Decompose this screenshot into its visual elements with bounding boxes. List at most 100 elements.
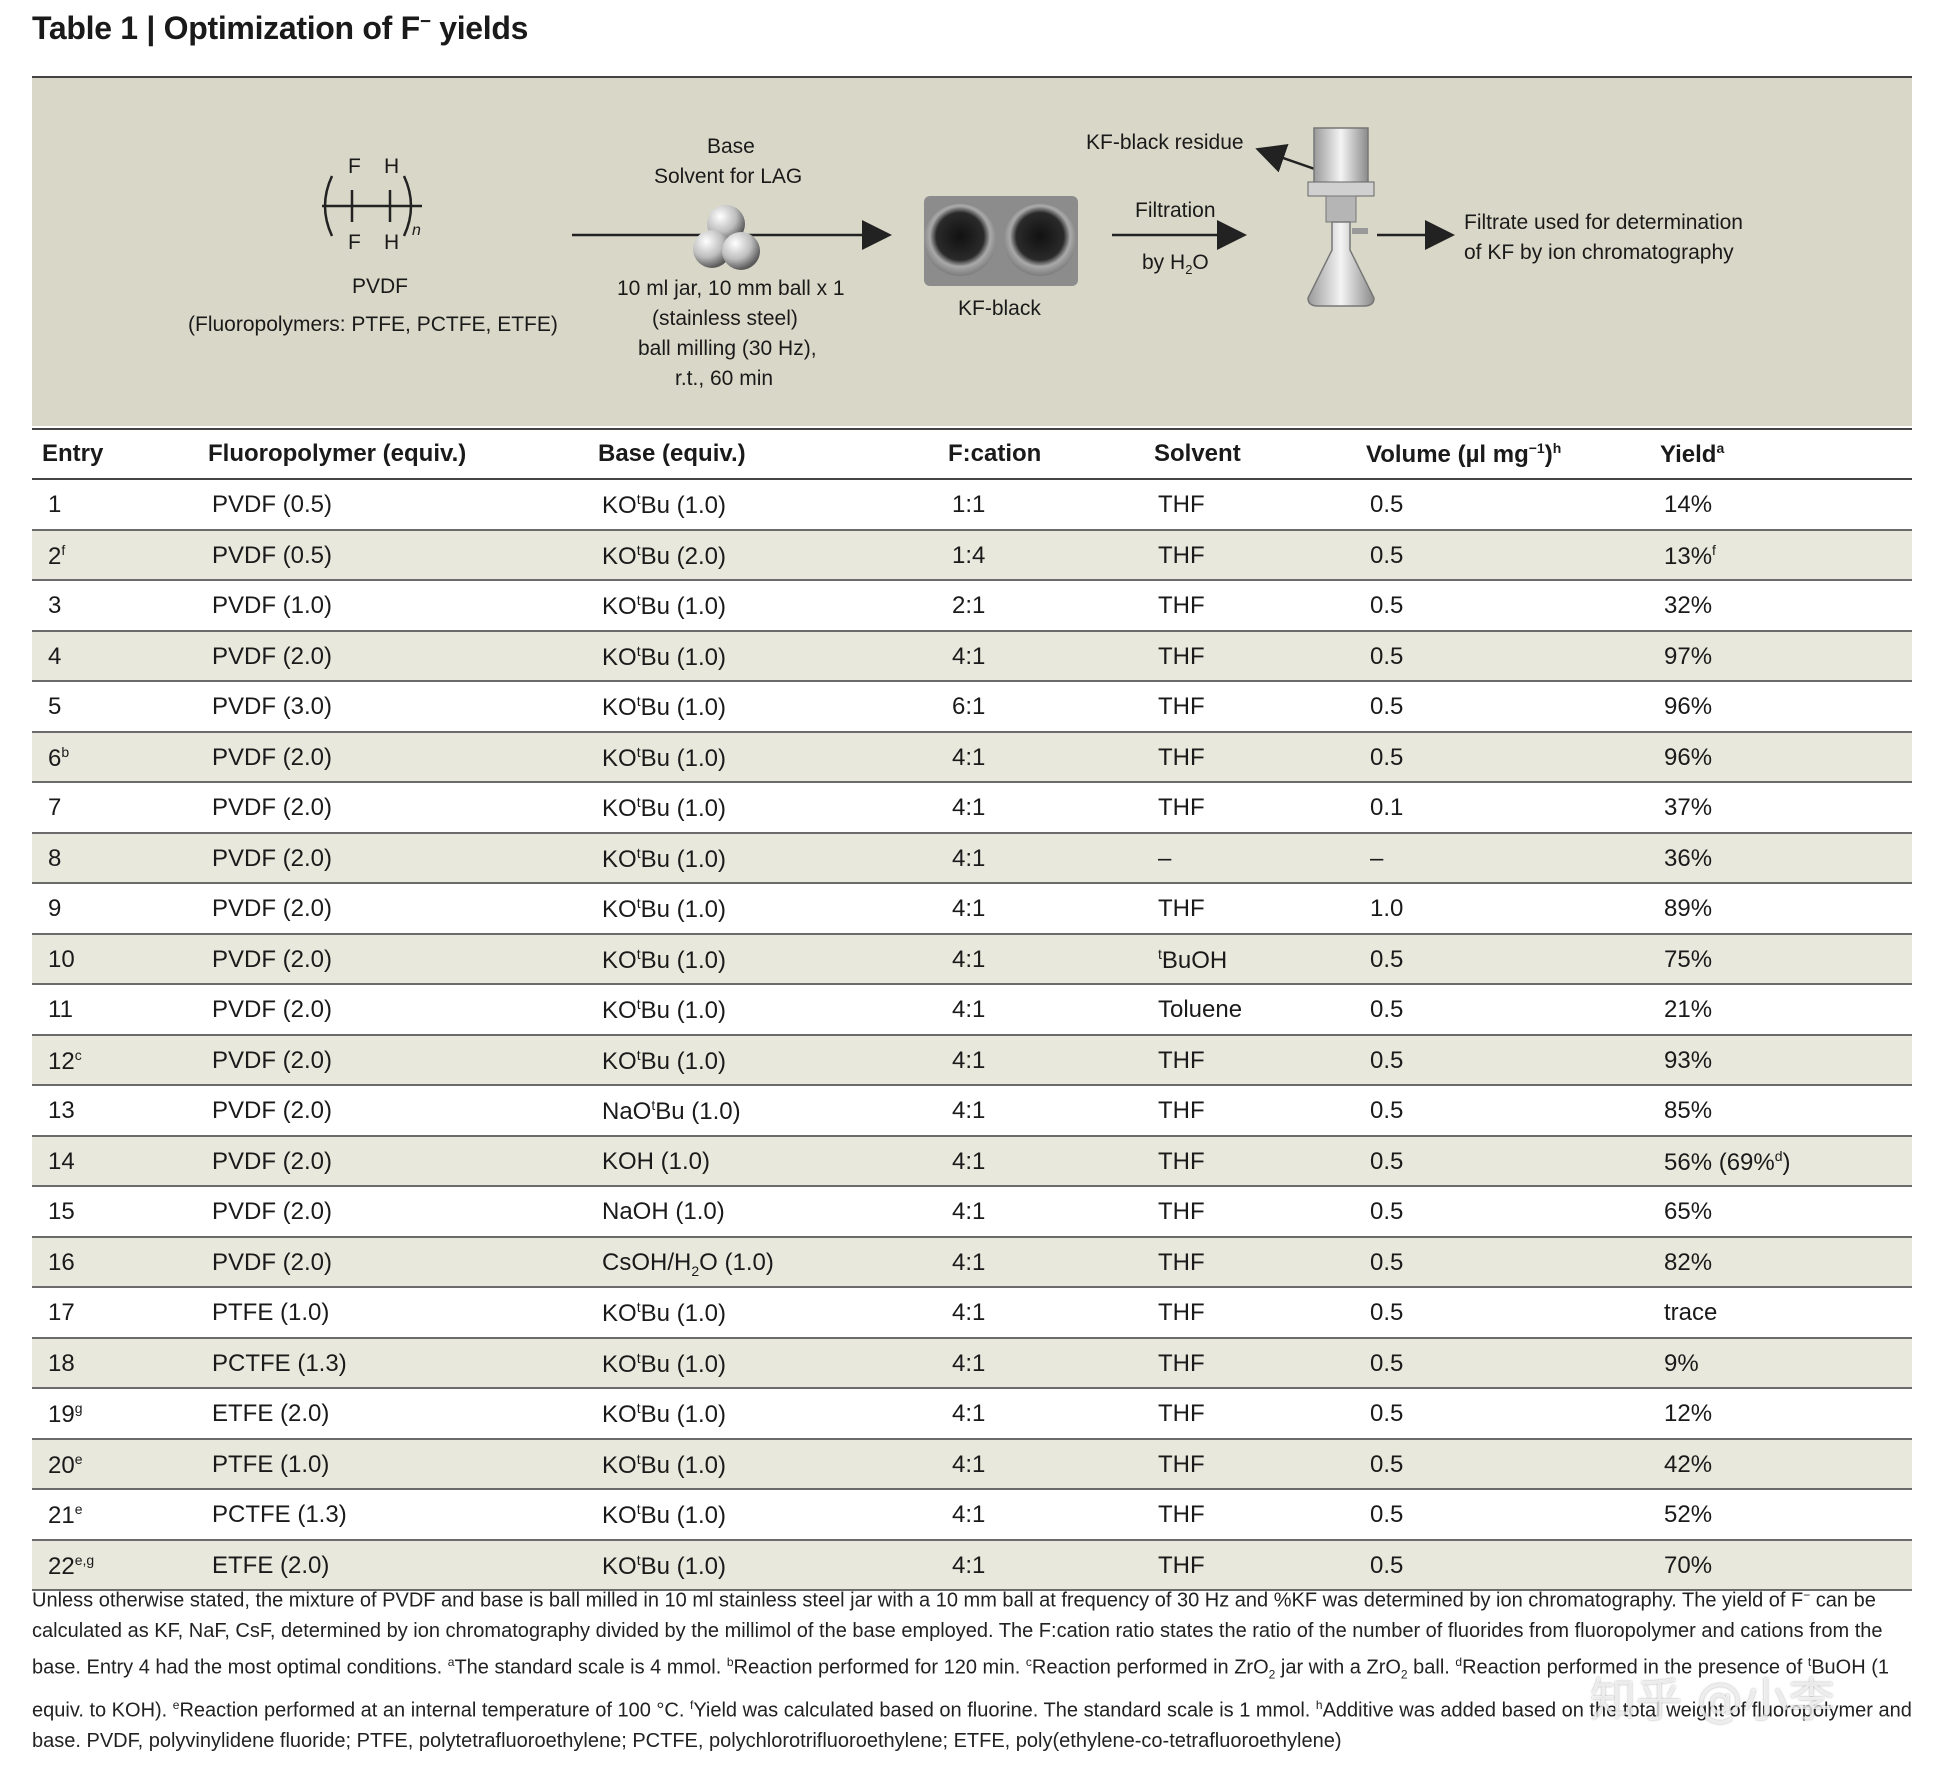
cell-entry: 15 (48, 1198, 75, 1225)
cell-volume: – (1370, 844, 1384, 872)
table-row: 10 PVDF (2.0) KOtBu (1.0) 4:1 tBuOH 0.5 75% (32, 934, 1912, 985)
cell-volume: 0.5 (1370, 1299, 1404, 1326)
atom-f-top: F (348, 155, 361, 178)
cell-entry: 21e (48, 1501, 83, 1529)
cell-base: KOtBu (1.0) (602, 1400, 726, 1428)
cell-volume: 0.5 (1370, 1450, 1404, 1478)
cell-fluoropolymer: PCTFE (1.3) (212, 1349, 347, 1377)
cell-solvent: THF (1158, 743, 1205, 771)
filter-flask (1307, 127, 1375, 307)
cell-fluoropolymer: PVDF (2.0) (212, 1147, 333, 1175)
cell-volume: 0.5 (1370, 743, 1404, 771)
cell-solvent: THF (1158, 541, 1205, 569)
cell-entry: 16 (48, 1248, 75, 1276)
cell-solvent: THF (1158, 592, 1205, 619)
cell-entry: 8 (48, 844, 62, 872)
cell-entry: 2f (48, 541, 66, 570)
cell-fluoropolymer: PVDF (2.0) (212, 794, 333, 821)
table-footnote: Unless otherwise stated, the mixture of … (32, 1588, 1912, 1752)
cell-entry: 3 (48, 592, 62, 619)
cell-volume: 0.5 (1370, 1046, 1404, 1074)
cell-fluoropolymer: ETFE (2.0) (212, 1551, 330, 1579)
table-title: Table 1 | Optimization of F− yields (32, 10, 529, 46)
header-solvent: Solvent (1154, 440, 1241, 467)
table-row: 12c PVDF (2.0) KOtBu (1.0) 4:1 THF 0.5 93% (32, 1035, 1912, 1086)
header-base: Base (equiv.) (598, 440, 746, 467)
cell-base: NaOH (1.0) (602, 1198, 725, 1225)
cell-entry: 9 (48, 895, 62, 922)
cell-volume: 1.0 (1370, 895, 1404, 922)
cell-entry: 22e,g (48, 1551, 95, 1580)
condition-steel: (stainless steel) (652, 307, 798, 330)
cell-yield: 93% (1664, 1046, 1713, 1074)
table-row: 13 PVDF (2.0) NaOtBu (1.0) 4:1 THF 0.5 85% (32, 1086, 1912, 1137)
cell-fluoropolymer: PVDF (2.0) (212, 1046, 333, 1074)
cell-volume: 0.5 (1370, 945, 1404, 973)
cell-base: CsOH/H2O (1.0) (602, 1248, 774, 1279)
cell-yield: 75% (1664, 945, 1713, 973)
cell-fluoropolymer: PCTFE (1.3) (212, 1501, 347, 1528)
cell-fcation: 4:1 (952, 996, 986, 1023)
cell-volume: 0.5 (1370, 1400, 1404, 1427)
cell-entry: 17 (48, 1299, 75, 1326)
cell-yield: 52% (1664, 1501, 1713, 1528)
cell-volume: 0.5 (1370, 693, 1404, 720)
cell-fluoropolymer: PVDF (2.0) (212, 743, 333, 771)
cell-base: KOtBu (1.0) (602, 1551, 726, 1580)
cell-fcation: 4:1 (952, 642, 986, 670)
cell-fcation: 4:1 (952, 945, 986, 973)
cell-solvent: THF (1158, 1198, 1205, 1225)
cell-fluoropolymer: PTFE (1.0) (212, 1299, 330, 1326)
cell-base: KOtBu (1.0) (602, 844, 726, 873)
cell-entry: 1 (48, 491, 62, 518)
cell-yield: 32% (1664, 592, 1713, 619)
cell-solvent: tBuOH (1158, 945, 1228, 974)
cell-yield: 89% (1664, 895, 1713, 922)
polymer-name: PVDF (352, 275, 409, 298)
cell-fcation: 4:1 (952, 1349, 986, 1377)
cell-fcation: 4:1 (952, 1097, 986, 1124)
milling-balls (693, 205, 760, 270)
cell-base: KOtBu (1.0) (602, 693, 726, 721)
table-row: 1 PVDF (0.5) KOtBu (1.0) 1:1 THF 0.5 14% (32, 480, 1912, 531)
header-volume: Volume (µl mg−1)h (1366, 440, 1562, 468)
cell-solvent: THF (1158, 1046, 1205, 1074)
cell-yield: 37% (1664, 794, 1713, 821)
filtrate-label-2: of KF by ion chromatography (1464, 241, 1734, 264)
cell-fcation: 4:1 (952, 1400, 986, 1427)
cell-fcation: 4:1 (952, 1046, 986, 1074)
table-row: 4 PVDF (2.0) KOtBu (1.0) 4:1 THF 0.5 97% (32, 631, 1912, 682)
cell-yield: 14% (1664, 491, 1713, 518)
cell-base: KOtBu (1.0) (602, 1299, 726, 1327)
cell-yield: 96% (1664, 743, 1713, 771)
cell-entry: 20e (48, 1450, 83, 1479)
cell-solvent: THF (1158, 1400, 1205, 1427)
cell-entry: 4 (48, 642, 62, 670)
header-entry: Entry (42, 440, 104, 467)
residue-label: KF-black residue (1086, 131, 1244, 154)
cell-solvent: THF (1158, 1248, 1205, 1276)
table-row: 9 PVDF (2.0) KOtBu (1.0) 4:1 THF 1.0 89% (32, 884, 1912, 935)
table-row: 6b PVDF (2.0) KOtBu (1.0) 4:1 THF 0.5 96% (32, 732, 1912, 783)
table-header: Entry Fluoropolymer (equiv.) Base (equiv… (32, 428, 1912, 480)
cell-solvent: THF (1158, 642, 1205, 670)
cell-yield: 21% (1664, 996, 1713, 1023)
table-row: 11 PVDF (2.0) KOtBu (1.0) 4:1 Toluene 0.5 21% (32, 985, 1912, 1036)
cell-solvent: THF (1158, 1349, 1205, 1377)
cell-fcation: 4:1 (952, 1450, 986, 1478)
cell-fluoropolymer: ETFE (2.0) (212, 1400, 330, 1427)
cell-solvent: THF (1158, 794, 1205, 821)
cell-yield: 65% (1664, 1198, 1713, 1225)
table-row: 18 PCTFE (1.3) KOtBu (1.0) 4:1 THF 0.5 9% (32, 1338, 1912, 1389)
cell-base: KOtBu (1.0) (602, 1450, 726, 1479)
cell-volume: 0.1 (1370, 794, 1404, 821)
cell-fcation: 4:1 (952, 1198, 986, 1225)
polymer-alternatives: (Fluoropolymers: PTFE, PCTFE, ETFE) (188, 313, 558, 336)
atom-h-top: H (384, 155, 400, 178)
table-row: 3 PVDF (1.0) KOtBu (1.0) 2:1 THF 0.5 32% (32, 581, 1912, 632)
pvdf-structure (322, 175, 422, 237)
water-label: by H2O (1142, 251, 1209, 278)
cell-fluoropolymer: PVDF (2.0) (212, 1097, 333, 1124)
table-body: 1 PVDF (0.5) KOtBu (1.0) 1:1 THF 0.5 14% 2f PVDF… (32, 480, 1912, 1591)
cell-volume: 0.5 (1370, 541, 1404, 569)
